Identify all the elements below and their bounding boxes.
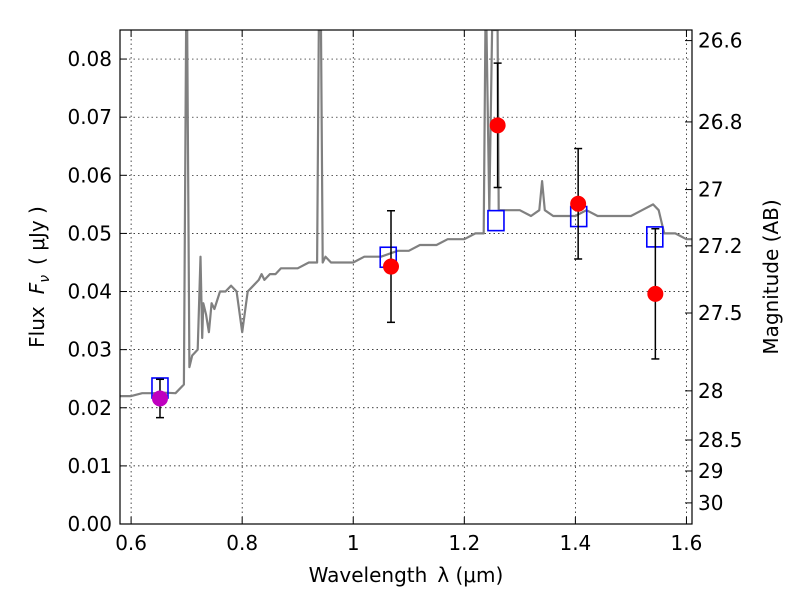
x-tick-label: 1 xyxy=(347,531,360,555)
mag-tick-label: 27 xyxy=(698,178,723,202)
y-tick-label: 0.03 xyxy=(67,338,112,362)
model-spectrum xyxy=(120,30,692,398)
mag-tick-label: 26.8 xyxy=(698,110,743,134)
plot-background xyxy=(120,30,692,524)
y-tick-label: 0.01 xyxy=(67,454,112,478)
x-tick-label: 0.8 xyxy=(226,531,258,555)
observed-point xyxy=(570,195,587,212)
y-tick-label: 0.08 xyxy=(67,47,112,71)
y-tick-label: 0.07 xyxy=(67,105,112,129)
mag-tick-label: 28 xyxy=(698,379,723,403)
observed-point xyxy=(489,117,506,134)
x-tick-label: 1.2 xyxy=(448,531,480,555)
x-tick-label: 1.4 xyxy=(559,531,591,555)
y-tick-label: 0.05 xyxy=(67,221,112,245)
x-tick-label: 0.6 xyxy=(115,531,147,555)
mag-tick-label: 27.5 xyxy=(698,301,743,325)
observed-photometry xyxy=(151,62,664,419)
y-tick-label: 0.06 xyxy=(67,163,112,187)
y-tick-label: 0.04 xyxy=(67,280,112,304)
mag-tick-label: 27.2 xyxy=(698,234,743,258)
y-tick-label: 0.00 xyxy=(67,512,112,536)
axis-ticks: 0.6 0.8 1 1.2 1.4 1.6 0.00 0.01 0.02 0.03 0.04 0.05… xyxy=(67,29,742,555)
right-axis-label: Magnitude (AB) xyxy=(759,199,783,354)
y-tick-label: 0.02 xyxy=(67,396,112,420)
observed-point xyxy=(647,285,664,302)
x-axis-label: Wavelength λ (μm) xyxy=(309,563,504,587)
mag-tick-label: 29 xyxy=(698,459,723,483)
observed-point xyxy=(383,258,400,275)
mag-tick-label: 28.5 xyxy=(698,428,743,452)
plot-frame xyxy=(119,29,693,525)
x-tick-label: 1.6 xyxy=(671,531,703,555)
model-point xyxy=(487,209,505,232)
spectrum-line xyxy=(120,30,692,398)
mag-tick-label: 30 xyxy=(698,491,723,515)
mag-tick-label: 26.6 xyxy=(698,29,743,53)
y-axis-label: FluxFν( μJy ) xyxy=(25,206,53,348)
observed-point xyxy=(151,390,168,407)
